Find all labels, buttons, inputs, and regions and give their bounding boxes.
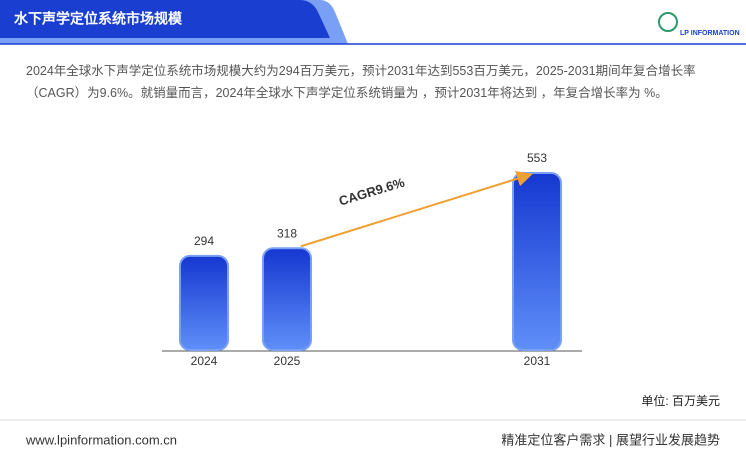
value-label: 318 [277,226,297,240]
header-title: 水下声学定位系统市场规模 [14,11,183,27]
bar [179,254,229,351]
x-tick-label: 2024 [191,354,218,368]
description: 2024年全球水下声学定位系统市场规模大约为294百万美元，预计2031年达到5… [26,64,696,100]
x-tick-label: 2031 [524,354,551,368]
bar [262,247,312,352]
logo-text: LP INFORMATION [680,30,740,37]
footer-website: www.lpinformation.com.cn [25,432,177,447]
unit-label: 单位: 百万美元 [641,393,720,408]
x-tick-label: 2025 [274,354,301,368]
header-band [0,0,330,38]
footer-slogan: 精准定位客户需求 | 展望行业发展趋势 [501,432,720,447]
cagr-arrow [300,170,533,248]
cagr-label: CAGR9.6% [337,175,407,209]
value-label: 294 [194,234,214,248]
logo-icon [658,12,678,32]
value-label: 553 [527,151,547,165]
bar [512,172,562,351]
